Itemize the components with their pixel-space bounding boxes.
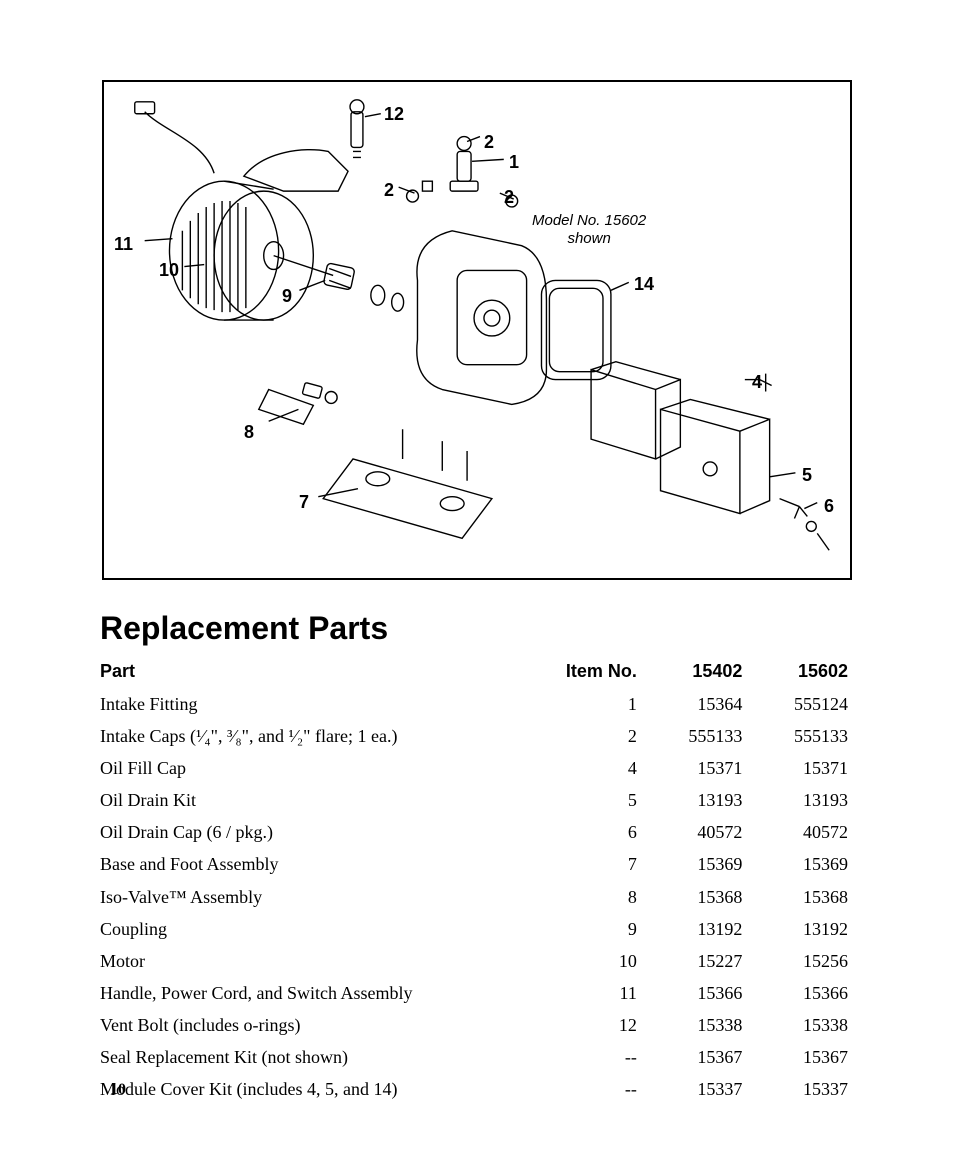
exploded-diagram: 122122111091448576 Model No. 15602 shown	[102, 80, 852, 580]
cell-part: Iso-Valve™ Assembly	[100, 881, 537, 913]
diagram-svg	[104, 82, 850, 578]
cell-15402: 15367	[643, 1041, 749, 1073]
callout-2: 2	[384, 180, 394, 201]
table-row: Vent Bolt (includes o-rings)121533815338	[100, 1009, 854, 1041]
cell-item: --	[537, 1073, 643, 1105]
cell-15602: 15367	[748, 1041, 854, 1073]
cell-item: --	[537, 1041, 643, 1073]
th-part: Part	[100, 657, 537, 688]
callout-7: 7	[299, 492, 309, 513]
cell-15602: 555124	[748, 688, 854, 720]
cell-15602: 15256	[748, 945, 854, 977]
section-heading: Replacement Parts	[100, 610, 854, 647]
page-number: 10	[110, 1081, 126, 1099]
callout-10: 10	[159, 260, 179, 281]
cell-part: Coupling	[100, 913, 537, 945]
th-15402: 15402	[643, 657, 749, 688]
cell-part: Motor	[100, 945, 537, 977]
cell-15602: 15368	[748, 881, 854, 913]
cell-15602: 15337	[748, 1073, 854, 1105]
cell-part: Handle, Power Cord, and Switch Assembly	[100, 977, 537, 1009]
th-15602: 15602	[748, 657, 854, 688]
cell-15602: 15366	[748, 977, 854, 1009]
table-row: Intake Fitting115364555124	[100, 688, 854, 720]
cell-15402: 15369	[643, 848, 749, 880]
callout-5: 5	[802, 465, 812, 486]
callout-4: 4	[752, 372, 762, 393]
cell-15602: 13192	[748, 913, 854, 945]
cell-15402: 15338	[643, 1009, 749, 1041]
cell-15402: 15366	[643, 977, 749, 1009]
cell-15402: 15337	[643, 1073, 749, 1105]
table-row: Coupling91319213192	[100, 913, 854, 945]
cell-item: 12	[537, 1009, 643, 1041]
callout-12: 12	[384, 104, 404, 125]
cell-part: Seal Replacement Kit (not shown)	[100, 1041, 537, 1073]
table-row: Module Cover Kit (includes 4, 5, and 14)…	[100, 1073, 854, 1105]
table-row: Iso-Valve™ Assembly81536815368	[100, 881, 854, 913]
table-row: Handle, Power Cord, and Switch Assembly1…	[100, 977, 854, 1009]
cell-15402: 15364	[643, 688, 749, 720]
table-row: Seal Replacement Kit (not shown)--153671…	[100, 1041, 854, 1073]
cell-15602: 15338	[748, 1009, 854, 1041]
cell-part: Oil Drain Cap (6 / pkg.)	[100, 816, 537, 848]
page: 122122111091448576 Model No. 15602 shown…	[0, 0, 954, 1159]
callout-6: 6	[824, 496, 834, 517]
cell-item: 1	[537, 688, 643, 720]
callout-2: 2	[504, 187, 514, 208]
model-label-line2: shown	[567, 230, 610, 247]
callout-11: 11	[114, 234, 133, 255]
table-row: Oil Fill Cap41537115371	[100, 752, 854, 784]
cell-item: 2	[537, 720, 643, 752]
callout-9: 9	[282, 286, 292, 307]
cell-part: Intake Caps (¹⁄₄", ³⁄₈", and ¹⁄₂" flare;…	[100, 720, 537, 752]
cell-15602: 15369	[748, 848, 854, 880]
cell-part: Intake Fitting	[100, 688, 537, 720]
cell-part: Oil Fill Cap	[100, 752, 537, 784]
cell-part: Base and Foot Assembly	[100, 848, 537, 880]
cell-15402: 40572	[643, 816, 749, 848]
th-item: Item No.	[537, 657, 643, 688]
cell-part: Module Cover Kit (includes 4, 5, and 14)	[100, 1073, 537, 1105]
callout-14: 14	[634, 274, 654, 295]
cell-item: 8	[537, 881, 643, 913]
callout-8: 8	[244, 422, 254, 443]
cell-15402: 555133	[643, 720, 749, 752]
parts-tbody: Intake Fitting115364555124Intake Caps (¹…	[100, 688, 854, 1105]
cell-item: 9	[537, 913, 643, 945]
cell-15602: 555133	[748, 720, 854, 752]
callout-2: 2	[484, 132, 494, 153]
cell-15402: 15227	[643, 945, 749, 977]
cell-15602: 15371	[748, 752, 854, 784]
model-label-line1: Model No. 15602	[532, 212, 646, 229]
cell-item: 5	[537, 784, 643, 816]
cell-15402: 15368	[643, 881, 749, 913]
table-row: Oil Drain Kit51319313193	[100, 784, 854, 816]
cell-item: 10	[537, 945, 643, 977]
cell-15402: 13193	[643, 784, 749, 816]
cell-15602: 40572	[748, 816, 854, 848]
cell-part: Vent Bolt (includes o-rings)	[100, 1009, 537, 1041]
cell-15602: 13193	[748, 784, 854, 816]
cell-item: 7	[537, 848, 643, 880]
cell-15402: 15371	[643, 752, 749, 784]
cell-item: 6	[537, 816, 643, 848]
table-row: Oil Drain Cap (6 / pkg.)64057240572	[100, 816, 854, 848]
cell-item: 11	[537, 977, 643, 1009]
parts-table: Part Item No. 15402 15602 Intake Fitting…	[100, 657, 854, 1105]
table-header-row: Part Item No. 15402 15602	[100, 657, 854, 688]
cell-15402: 13192	[643, 913, 749, 945]
callout-1: 1	[509, 152, 519, 173]
table-row: Base and Foot Assembly71536915369	[100, 848, 854, 880]
cell-item: 4	[537, 752, 643, 784]
cell-part: Oil Drain Kit	[100, 784, 537, 816]
model-label: Model No. 15602 shown	[532, 212, 646, 248]
table-row: Motor101522715256	[100, 945, 854, 977]
table-row: Intake Caps (¹⁄₄", ³⁄₈", and ¹⁄₂" flare;…	[100, 720, 854, 752]
